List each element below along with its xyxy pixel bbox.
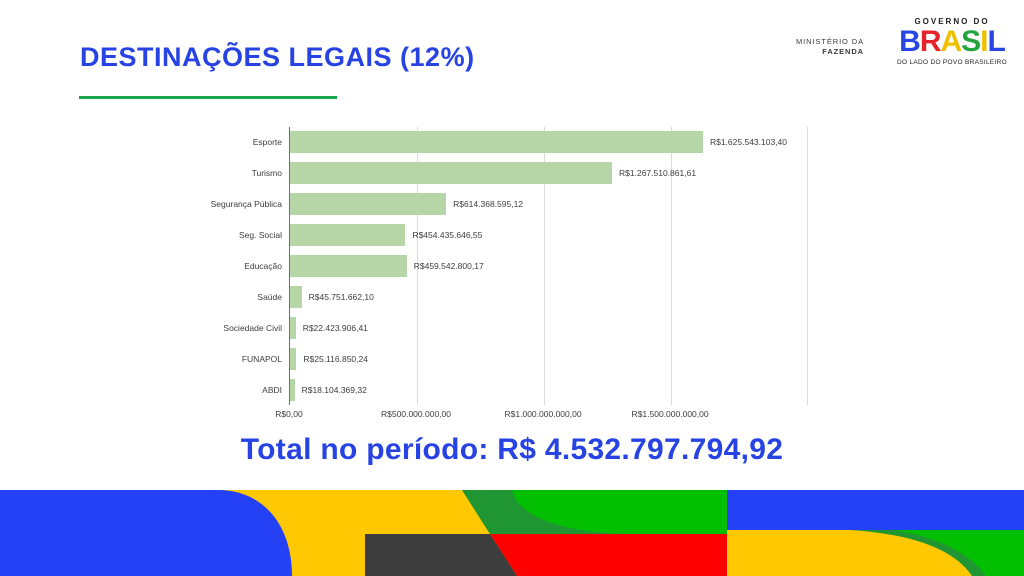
bar-row: R$25.116.850,24	[290, 343, 807, 374]
bar	[290, 378, 295, 401]
gridline	[544, 127, 546, 405]
x-axis-tick-label: R$500.000.000,00	[381, 409, 451, 419]
governo-brand-footer-graphic	[0, 490, 1024, 576]
bar-row: R$614.368.595,12	[290, 189, 807, 220]
bar-row: R$454.435.646,55	[290, 220, 807, 251]
bar-value-label: R$614.368.595,12	[453, 199, 524, 210]
footer-right-blue-band	[727, 490, 1024, 530]
gridline	[807, 127, 808, 405]
gov-logo-tagline: DO LADO DO POVO BRASILEIRO	[896, 59, 1008, 66]
category-label: Turismo	[251, 168, 282, 179]
bar	[290, 285, 302, 308]
bar-value-label: R$25.116.850,24	[303, 353, 368, 364]
footer-blue-rounded-shape	[0, 490, 292, 576]
footer-right-green-corner	[892, 530, 1024, 576]
bar	[290, 193, 447, 216]
ministerio-da-fazenda-logo: MINISTÉRIO DA FAZENDA	[796, 37, 864, 57]
category-label: Sociedade Civil	[223, 322, 282, 333]
gov-logo-brasil-wordmark: BRASIL	[884, 27, 1020, 57]
bar-value-label: R$1.625.543.103,40	[709, 137, 788, 148]
gov-logo-letter: A	[940, 25, 962, 58]
bar	[290, 316, 296, 339]
ministry-line2: FAZENDA	[822, 46, 864, 56]
bar-value-label: R$454.435.646,55	[412, 230, 483, 241]
gov-logo-letter: I	[980, 25, 988, 58]
page-title: DESTINAÇÕES LEGAIS (12%)	[80, 42, 475, 72]
bar-row: R$459.542.800,17	[290, 251, 807, 282]
chart-x-axis: R$0,00 R$500.000.000,00 R$1.000.000.000,00…	[0, 409, 1024, 421]
chart-category-axis: Esporte Turismo Segurança Pública Seg. Soci…	[140, 127, 282, 405]
x-axis-tick-label: R$1.500.000.000,00	[631, 409, 709, 419]
governo-do-brasil-logo: GOVERNO DO BRASIL DO LADO DO POVO BRASIL…	[884, 17, 1020, 66]
bar	[290, 347, 297, 370]
bar-value-label: R$22.423.906,41	[302, 322, 368, 333]
gov-logo-letter: S	[961, 25, 981, 58]
bar-value-label: R$45.751.662,10	[308, 291, 374, 302]
x-axis-tick-label: R$0,00	[275, 409, 303, 419]
bar-row: R$22.423.906,41	[290, 312, 807, 343]
total-period-text: Total no período: R$ 4.532.797.794,92	[240, 433, 784, 466]
bar-row: R$18.104.369,32	[290, 374, 807, 405]
category-label: Segurança Pública	[210, 199, 282, 210]
bar-value-label: R$459.542.800,17	[413, 260, 484, 271]
gridline	[417, 127, 419, 405]
gov-logo-letter: B	[899, 25, 921, 58]
category-label: Educação	[244, 261, 282, 271]
bar	[290, 254, 407, 277]
bar-row: R$45.751.662,10	[290, 281, 807, 312]
bar-row: R$1.267.510.861,61	[290, 158, 807, 189]
footer-red-block	[490, 534, 727, 576]
gov-logo-letter: R	[919, 25, 942, 58]
gridline	[671, 127, 673, 405]
category-label: ABDI	[262, 384, 282, 395]
x-axis-tick-label: R$1.000.000.000,00	[504, 409, 582, 419]
bar	[290, 162, 613, 185]
gov-logo-letter: L	[987, 25, 1006, 58]
gov-logo-top-text: GOVERNO DO	[914, 17, 990, 26]
footer-gray-block	[365, 534, 517, 576]
title-underline	[79, 96, 337, 99]
bar-chart-plot-area: R$1.625.543.103,40 R$1.267.510.861,61 R$61…	[289, 127, 808, 405]
footer-dark-green-curve	[462, 490, 625, 534]
category-label: Esporte	[252, 137, 282, 148]
bar-value-label: R$18.104.369,32	[301, 384, 367, 395]
category-label: Seg. Social	[239, 230, 282, 241]
ministry-line1: MINISTÉRIO DA	[796, 37, 864, 46]
bar-value-label: R$1.267.510.861,61	[619, 168, 697, 179]
category-label: Saúde	[257, 291, 282, 302]
category-label: FUNAPOL	[241, 353, 282, 364]
bar-row: R$1.625.543.103,40	[290, 127, 807, 158]
bar	[290, 131, 703, 154]
bar	[290, 224, 406, 247]
